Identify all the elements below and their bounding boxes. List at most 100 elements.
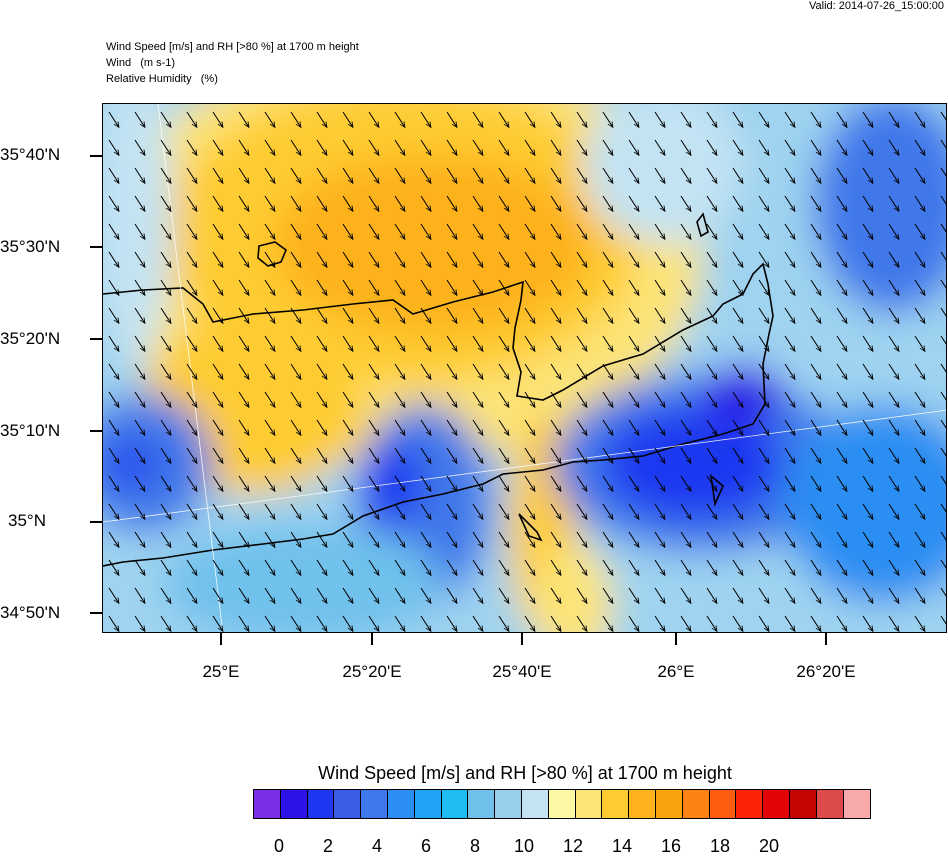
wind-arrow bbox=[342, 475, 353, 491]
wind-arrow bbox=[160, 503, 171, 519]
wind-arrow bbox=[524, 111, 535, 127]
lat-tick bbox=[90, 246, 102, 248]
wind-arrow bbox=[290, 363, 301, 379]
wind-arrow bbox=[238, 391, 249, 407]
wind-arrow bbox=[524, 279, 535, 295]
wind-arrow bbox=[680, 391, 691, 407]
wind-arrow bbox=[628, 475, 639, 491]
wind-arrow bbox=[524, 223, 535, 239]
wind-arrow bbox=[784, 503, 795, 519]
lon-tick bbox=[521, 633, 523, 645]
wind-arrow bbox=[186, 307, 197, 323]
wind-arrow bbox=[316, 475, 327, 491]
wind-arrow bbox=[264, 559, 275, 575]
wind-arrow bbox=[940, 615, 946, 631]
wind-arrow bbox=[550, 363, 561, 379]
wind-arrow bbox=[446, 111, 457, 127]
wind-arrow bbox=[446, 223, 457, 239]
wind-arrow bbox=[810, 615, 821, 631]
wind-arrow bbox=[186, 251, 197, 267]
wind-arrow bbox=[472, 139, 483, 155]
wind-arrow bbox=[602, 419, 613, 435]
wind-arrow bbox=[264, 167, 275, 183]
wind-arrow bbox=[576, 503, 587, 519]
wind-arrow bbox=[836, 447, 847, 463]
wind-arrow bbox=[160, 195, 171, 211]
wind-arrow bbox=[888, 223, 899, 239]
wind-arrow bbox=[654, 587, 665, 603]
wind-arrow bbox=[706, 167, 717, 183]
wind-arrow bbox=[550, 447, 561, 463]
wind-arrow bbox=[706, 419, 717, 435]
wind-arrow bbox=[394, 391, 405, 407]
wind-arrow bbox=[186, 503, 197, 519]
wind-arrow bbox=[810, 251, 821, 267]
wind-arrow bbox=[628, 251, 639, 267]
wind-arrow bbox=[862, 279, 873, 295]
wind-arrow bbox=[602, 167, 613, 183]
wind-arrow bbox=[940, 559, 946, 575]
wind-arrow bbox=[264, 139, 275, 155]
wind-arrow bbox=[290, 195, 301, 211]
wind-arrow bbox=[316, 615, 327, 631]
wind-arrow bbox=[732, 559, 743, 575]
wind-arrow bbox=[238, 559, 249, 575]
wind-arrow bbox=[758, 195, 769, 211]
wind-arrow bbox=[654, 111, 665, 127]
wind-arrow bbox=[524, 447, 535, 463]
wind-arrow bbox=[862, 139, 873, 155]
color-bar-swatch bbox=[629, 790, 656, 818]
wind-arrow bbox=[290, 475, 301, 491]
wind-arrow bbox=[654, 335, 665, 351]
wind-arrow bbox=[758, 587, 769, 603]
color-bar-tick-label: 10 bbox=[513, 836, 535, 856]
wind-arrow bbox=[862, 615, 873, 631]
wind-arrow bbox=[758, 447, 769, 463]
wind-arrow bbox=[238, 167, 249, 183]
wind-arrow bbox=[498, 335, 509, 351]
wind-arrow bbox=[836, 475, 847, 491]
wind-arrow bbox=[108, 139, 119, 155]
wind-arrow bbox=[576, 391, 587, 407]
wind-arrow bbox=[576, 419, 587, 435]
wind-arrow bbox=[342, 419, 353, 435]
wind-arrow bbox=[108, 279, 119, 295]
wind-arrow bbox=[602, 307, 613, 323]
wind-arrow bbox=[498, 447, 509, 463]
wind-arrow bbox=[186, 531, 197, 547]
wind-arrow bbox=[420, 335, 431, 351]
wind-arrow bbox=[368, 531, 379, 547]
wind-arrow bbox=[212, 391, 223, 407]
wind-arrow bbox=[784, 167, 795, 183]
wind-arrow bbox=[316, 419, 327, 435]
wind-arrow bbox=[290, 419, 301, 435]
wind-arrow bbox=[576, 307, 587, 323]
wind-arrow bbox=[524, 419, 535, 435]
wind-arrow bbox=[264, 111, 275, 127]
wind-arrow bbox=[550, 615, 561, 631]
wind-arrow bbox=[758, 251, 769, 267]
wind-arrow bbox=[238, 279, 249, 295]
wind-arrow bbox=[758, 363, 769, 379]
wind-arrow bbox=[862, 363, 873, 379]
wind-arrow bbox=[420, 195, 431, 211]
wind-arrow bbox=[888, 503, 899, 519]
wind-arrow bbox=[238, 363, 249, 379]
wind-arrow bbox=[628, 587, 639, 603]
wind-arrow bbox=[602, 531, 613, 547]
wind-arrow bbox=[498, 559, 509, 575]
wind-arrow bbox=[914, 447, 925, 463]
wind-arrow bbox=[446, 139, 457, 155]
wind-arrow bbox=[316, 111, 327, 127]
wind-arrow bbox=[446, 167, 457, 183]
wind-arrow bbox=[524, 139, 535, 155]
color-bar-tick-label: 8 bbox=[469, 836, 480, 856]
wind-arrow bbox=[368, 587, 379, 603]
wind-arrow bbox=[472, 447, 483, 463]
wind-arrow bbox=[680, 503, 691, 519]
wind-arrow bbox=[550, 139, 561, 155]
wind-arrow bbox=[914, 503, 925, 519]
wind-arrow bbox=[446, 559, 457, 575]
wind-arrow bbox=[602, 391, 613, 407]
wind-arrow bbox=[576, 363, 587, 379]
